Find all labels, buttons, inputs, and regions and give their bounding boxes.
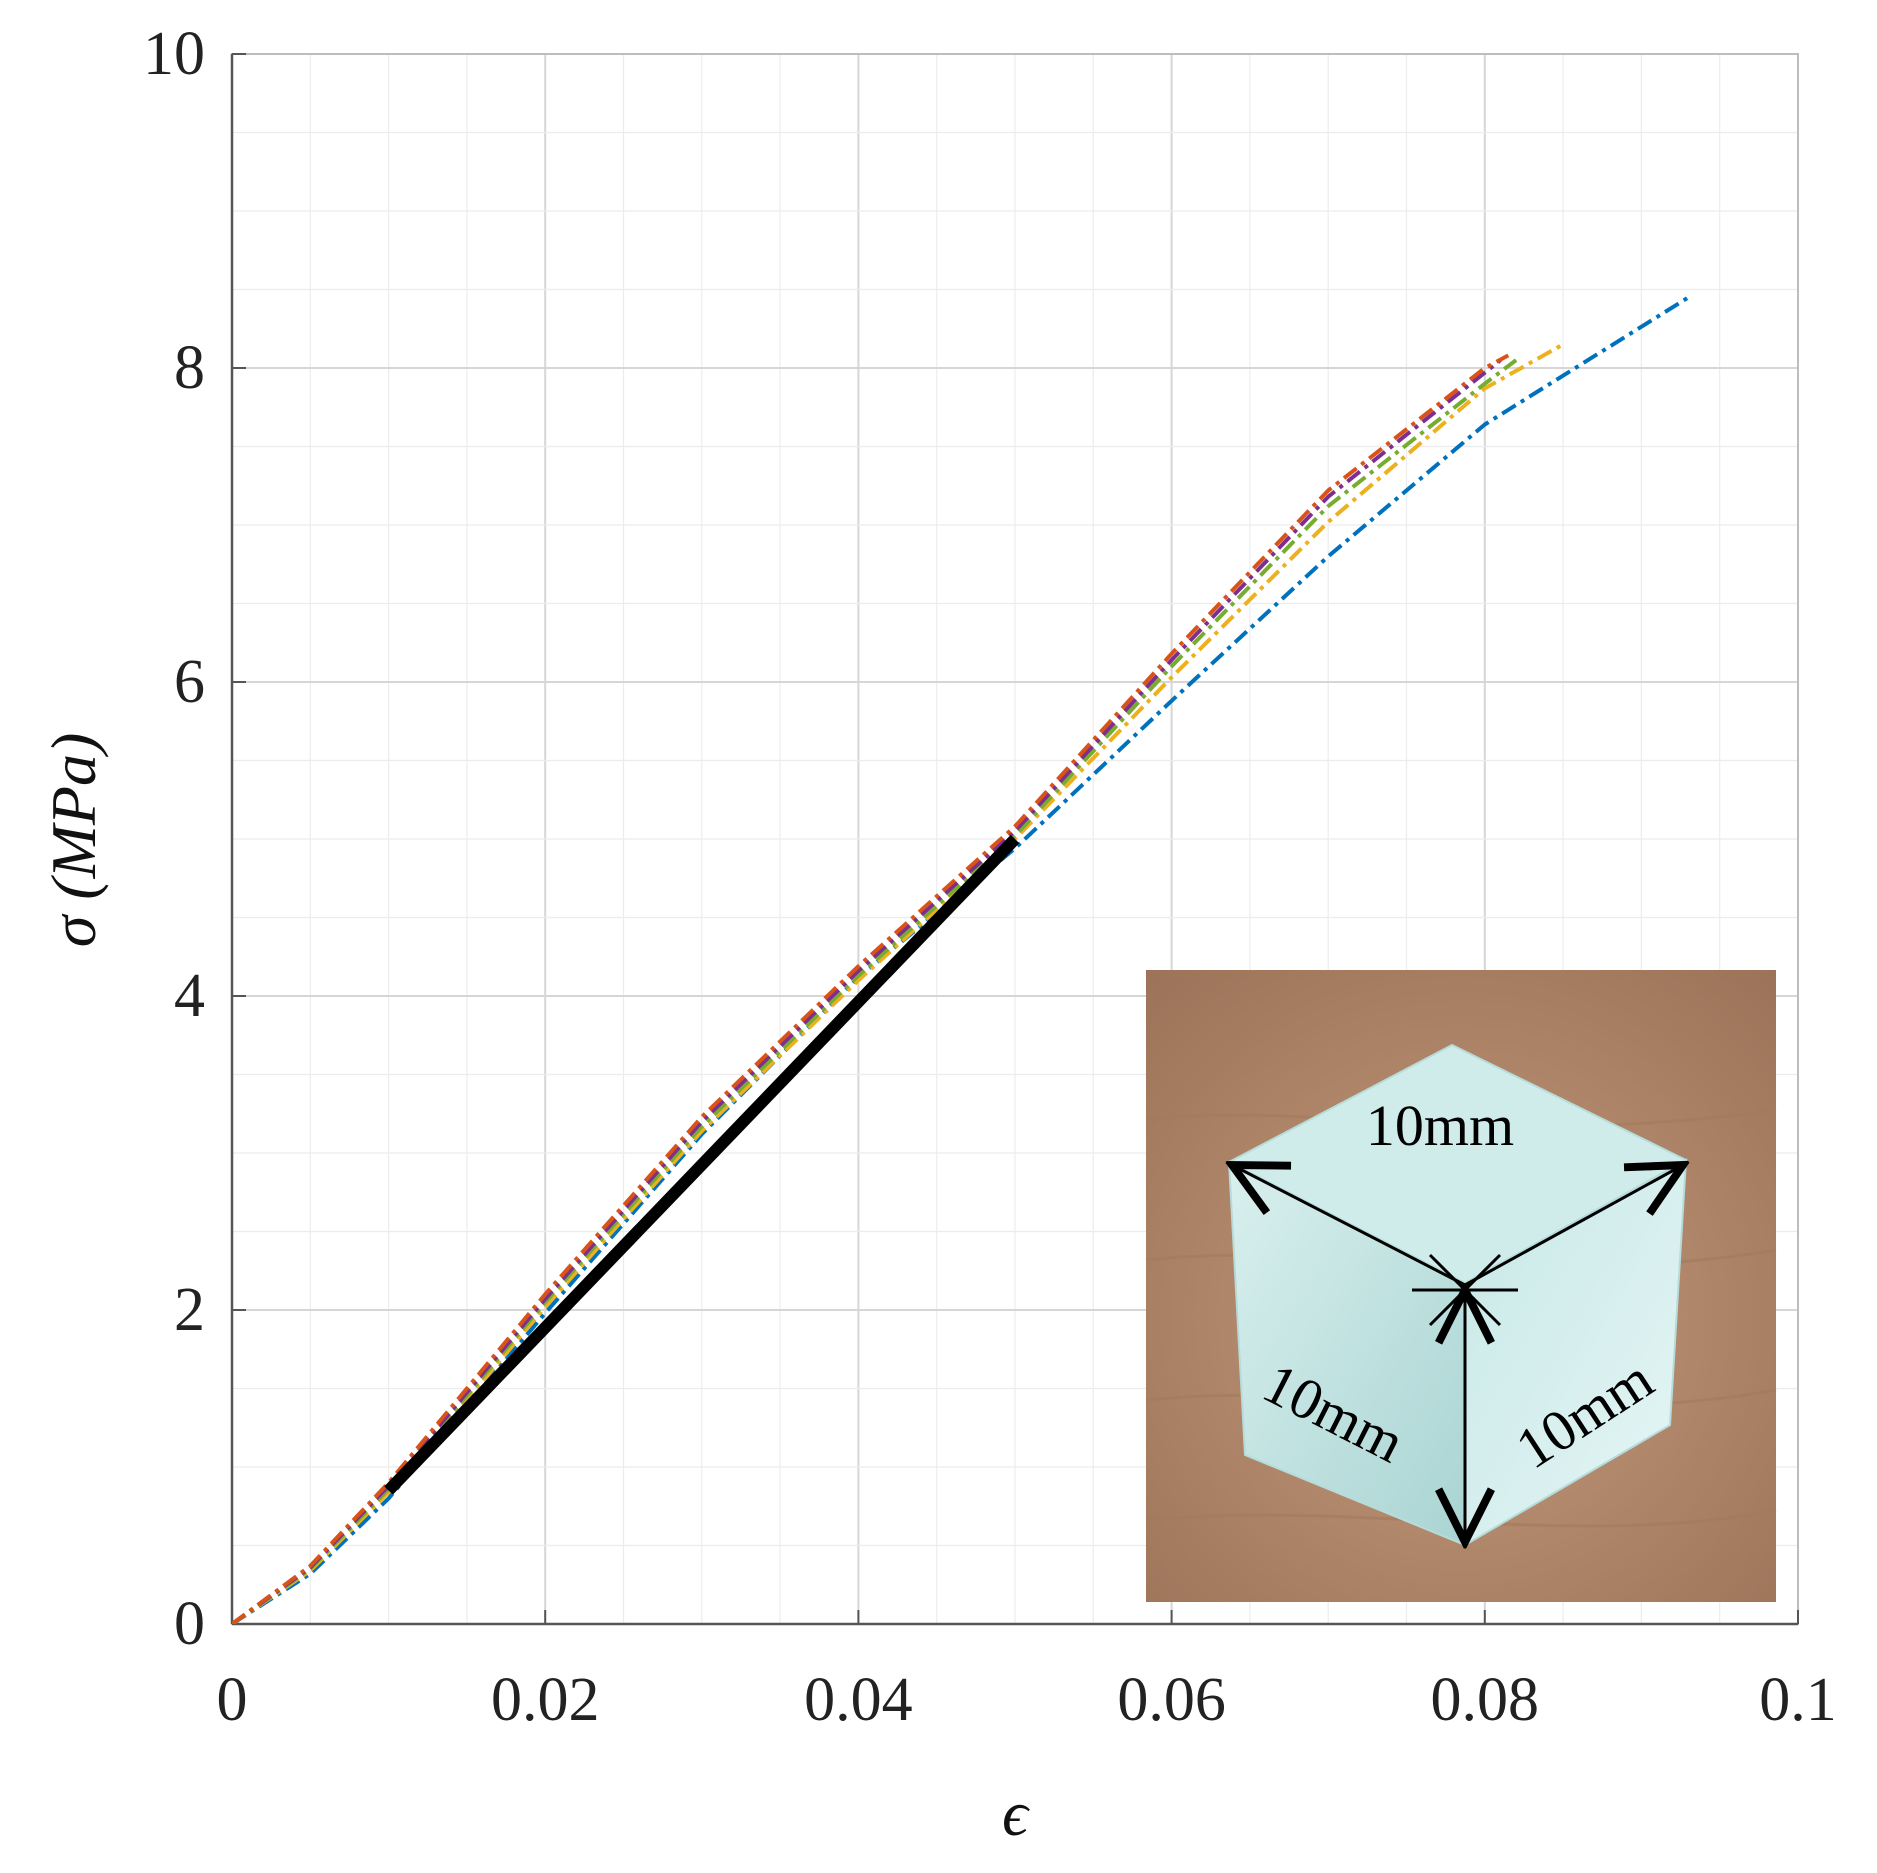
x-axis-label: ϵ (1002, 1778, 1030, 1849)
inset-label-top: 10mm (1366, 1093, 1514, 1158)
y-tick-label: 10 (143, 20, 205, 88)
x-tick-label: 0.02 (491, 1666, 600, 1734)
inset-photo: 10mm 10mm 10mm (1145, 970, 1777, 1602)
y-tick-label: 4 (174, 962, 205, 1030)
series-layer (232, 295, 1690, 1624)
series-line-5 (384, 834, 1020, 1495)
x-tick-label: 0.06 (1117, 1666, 1226, 1734)
x-tick-label: 0.04 (804, 1666, 913, 1734)
x-tick-label: 0 (217, 1666, 248, 1734)
x-tick-label: 0.08 (1431, 1666, 1540, 1734)
tick-labels: 0 0.02 0.04 0.06 0.08 0.1 0 2 4 6 8 10 (143, 20, 1837, 1734)
y-tick-label: 2 (174, 1276, 205, 1344)
series-line-4 (232, 353, 1510, 1624)
dimension-arrows (1232, 1165, 1683, 1542)
y-tick-label: 8 (174, 334, 205, 402)
y-tick-label: 0 (174, 1590, 205, 1658)
y-axis-label: σ (MPa) (38, 733, 109, 948)
y-tick-label: 6 (174, 648, 205, 716)
x-tick-label: 0.1 (1759, 1666, 1837, 1734)
axes (230, 53, 1799, 1626)
